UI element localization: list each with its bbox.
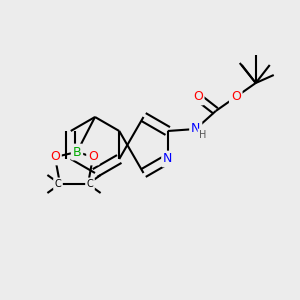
Text: O: O [193,91,203,103]
Text: C: C [87,179,93,189]
Text: C: C [55,179,62,189]
Text: O: O [88,151,98,164]
Text: N: N [191,122,200,136]
Text: B: B [73,146,81,158]
Text: N: N [163,152,172,166]
Text: O: O [231,91,241,103]
Text: O: O [50,151,60,164]
Text: H: H [199,130,206,140]
